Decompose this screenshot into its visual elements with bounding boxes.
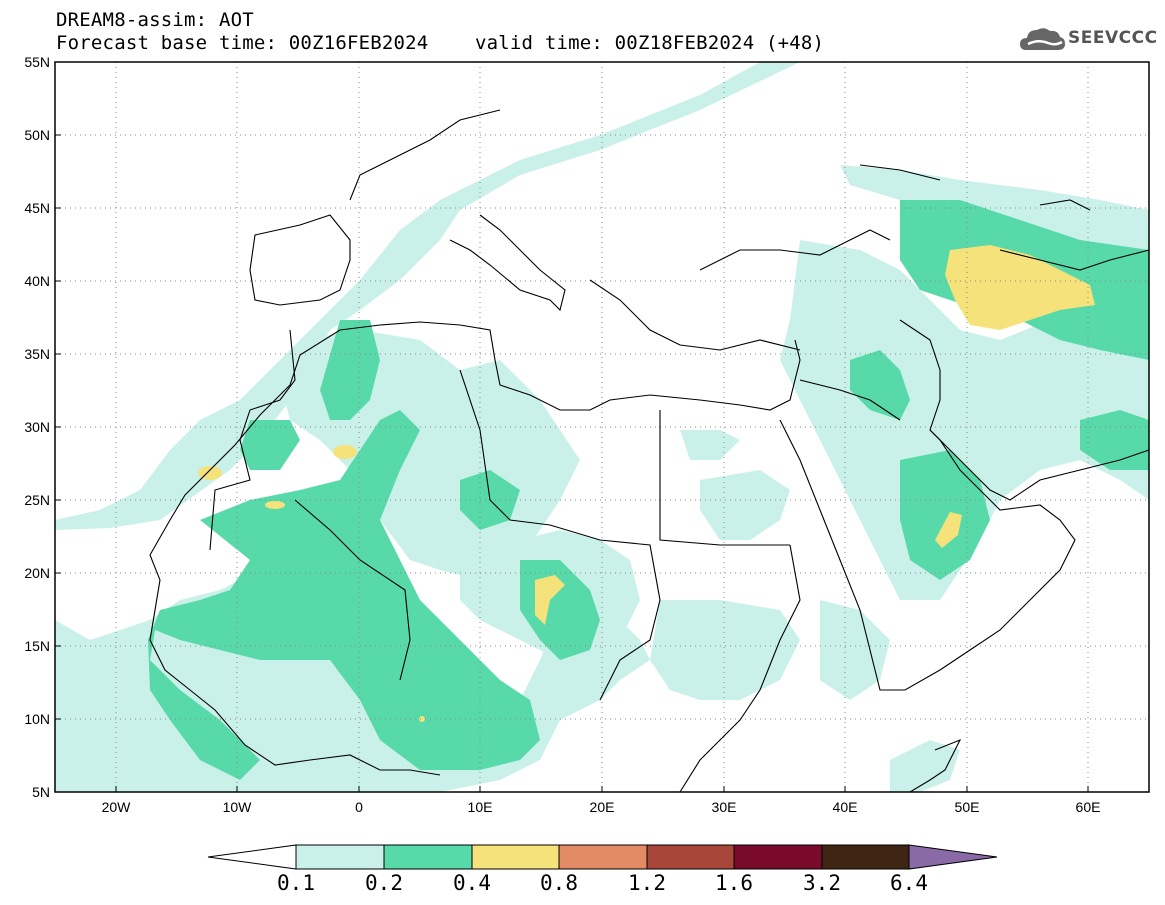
colorbar-label: 0.4 xyxy=(453,871,491,895)
lat-label: 15N xyxy=(24,638,50,654)
colorbar-bin-2 xyxy=(471,844,560,870)
lat-label: 25N xyxy=(24,492,50,508)
colorbar-bin-4 xyxy=(646,844,735,870)
seevccc-logo: SEEVCCC xyxy=(1018,22,1158,56)
colorbar-label: 1.2 xyxy=(628,871,666,895)
lat-label: 50N xyxy=(24,127,50,143)
lon-label: 20W xyxy=(101,799,131,815)
lat-label: 10N xyxy=(24,711,50,727)
lat-label: 5N xyxy=(32,784,50,800)
logo-text: SEEVCCC xyxy=(1068,28,1158,48)
aot-field xyxy=(55,62,1149,792)
lon-label: 10E xyxy=(467,799,493,815)
graticule xyxy=(55,62,1149,792)
colorbar-bin-0 xyxy=(295,844,385,870)
forecast-time-line: Forecast base time: 00Z16FEB2024 valid t… xyxy=(56,32,825,54)
lat-label: 35N xyxy=(24,346,50,362)
colorbar-bin-6 xyxy=(821,844,910,870)
map-title: DREAM8-assim: AOT xyxy=(56,9,254,31)
colorbar-label: 3.2 xyxy=(803,871,841,895)
colorbar xyxy=(207,844,998,870)
coastlines xyxy=(149,109,1149,792)
colorbar-bin-1 xyxy=(383,844,473,870)
lon-label: 50E xyxy=(954,799,980,815)
colorbar-label: 0.8 xyxy=(540,871,578,895)
lon-label: 20E xyxy=(589,799,615,815)
lat-label: 55N xyxy=(24,54,50,70)
lon-label: 10W xyxy=(222,799,252,815)
cloud-icon xyxy=(1020,28,1065,50)
aot-level-0-4 xyxy=(198,245,1095,722)
colorbar-label: 0.2 xyxy=(365,871,403,895)
colorbar-bin-3 xyxy=(558,844,648,870)
colorbar-label: 1.6 xyxy=(715,871,753,895)
colorbar-under-arrow xyxy=(207,844,297,870)
lat-label: 20N xyxy=(24,565,50,581)
lat-label: 30N xyxy=(24,419,50,435)
lat-label: 45N xyxy=(24,200,50,216)
lon-label: 30E xyxy=(711,799,737,815)
colorbar-label: 0.1 xyxy=(277,871,315,895)
lat-label: 40N xyxy=(24,273,50,289)
colorbar-over-arrow xyxy=(908,844,998,870)
lon-label: 0 xyxy=(355,799,363,815)
lon-label: 60E xyxy=(1075,799,1101,815)
lon-label: 40E xyxy=(832,799,858,815)
axis-ticks xyxy=(55,61,1089,793)
colorbar-label: 6.4 xyxy=(890,871,928,895)
colorbar-bin-5 xyxy=(733,844,823,870)
